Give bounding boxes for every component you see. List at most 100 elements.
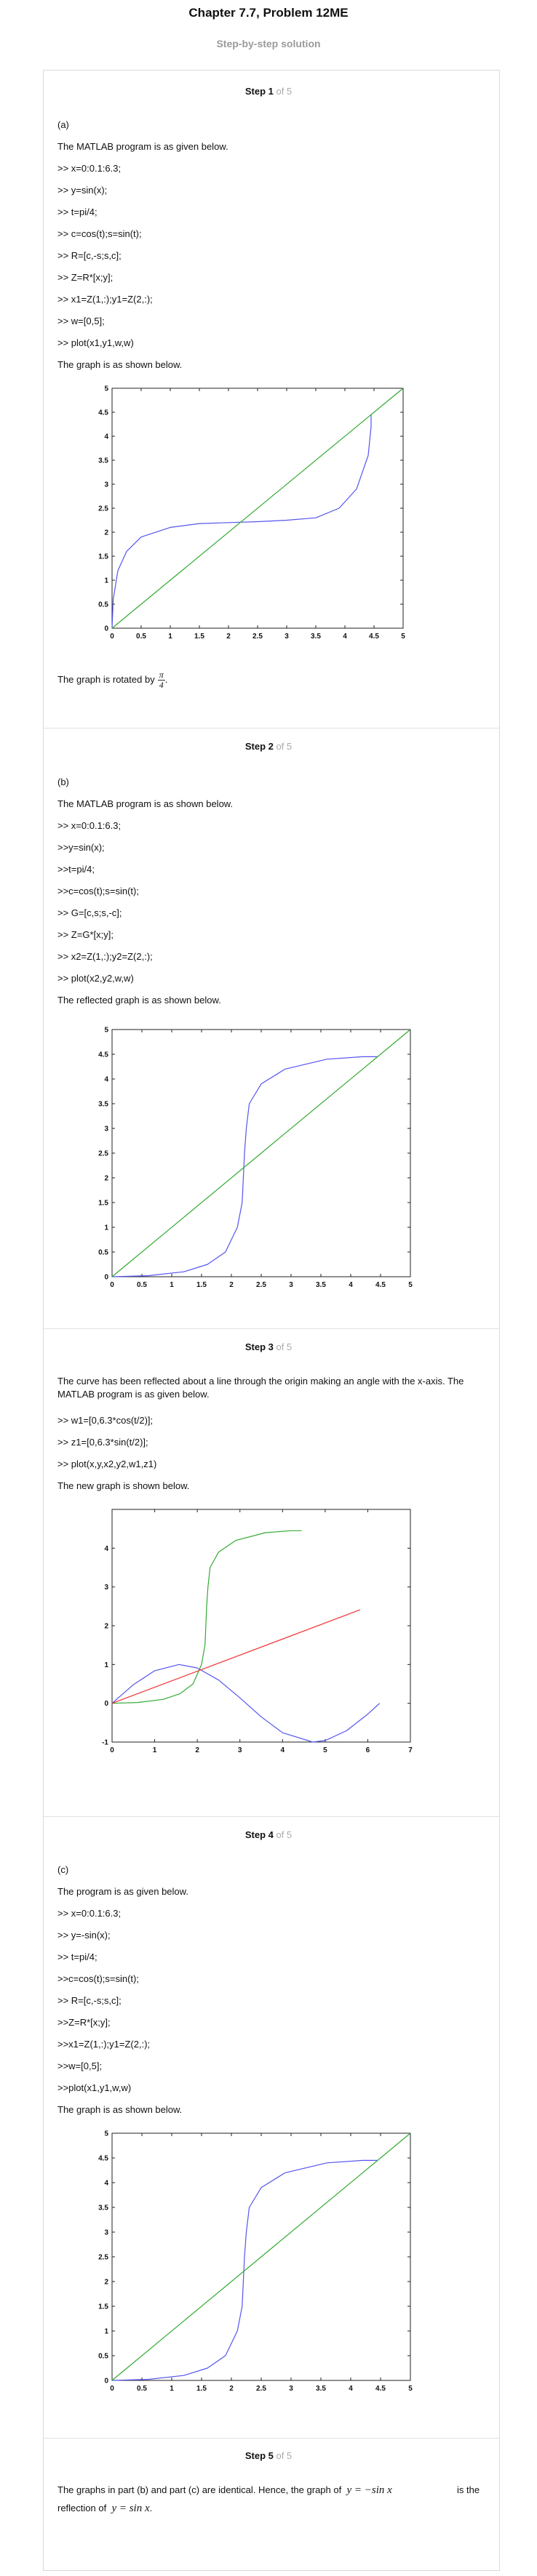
- step-2-line: >> Z=G*[x;y];: [57, 929, 114, 940]
- x-tick-label: 2: [229, 2385, 234, 2393]
- step-5-conclusion-line-2: reflection of y = sin x.: [57, 2503, 153, 2514]
- x-tick-label: 1.5: [194, 633, 204, 641]
- step-2-line: >>y=sin(x);: [57, 842, 105, 853]
- step-divider: [44, 1328, 499, 1329]
- series-line-1: [111, 1056, 378, 1277]
- page-subtitle: Step-by-step solution: [216, 38, 321, 49]
- y-tick-label: 0: [104, 1700, 108, 1708]
- x-tick-label: 1: [153, 1746, 157, 1754]
- solution-frame: [43, 70, 500, 2571]
- y-tick-label: 1: [104, 577, 108, 585]
- step-3-line: >> z1=[0,6.3*sin(t/2)];: [57, 1437, 148, 1448]
- y-tick-label: 0.5: [98, 2353, 108, 2361]
- x-tick-label: 1: [168, 633, 172, 641]
- x-tick-label: 3.5: [316, 2385, 326, 2393]
- x-tick-label: 1.5: [196, 2385, 207, 2393]
- x-tick-label: 4.5: [375, 2385, 386, 2393]
- x-tick-label: 0.5: [137, 2385, 147, 2393]
- step-1-line: >> y=sin(x);: [57, 185, 108, 196]
- y-tick-label: 2: [104, 2279, 108, 2287]
- y-tick-label: 2.5: [98, 2254, 108, 2262]
- y-tick-label: 1.5: [98, 2303, 108, 2311]
- series-line-2: [111, 1029, 411, 1277]
- x-tick-label: 0: [110, 2385, 114, 2393]
- y-tick-label: 3: [104, 1126, 108, 1133]
- step-divider: [44, 1816, 499, 1817]
- x-tick-label: 3: [289, 2385, 293, 2393]
- x-tick-label: 0.5: [136, 633, 146, 641]
- step-5-header: Step 5 of 5: [244, 2450, 293, 2461]
- step-4-graph: 0 0.5 1 1.5 2 2.5 3 3.5 4 4.5 5 0 0.5 1 1.5 2 2.5 3 3.5 4 4.…: [98, 2130, 413, 2394]
- step-1-line: >> Z=R*[x;y];: [57, 272, 114, 283]
- step-1-line: >> plot(x1,y1,w,w): [57, 337, 134, 348]
- x-tick-label: 2: [226, 633, 231, 641]
- y-tick-label: 5: [104, 385, 108, 393]
- y-tick-label: 4: [104, 1545, 108, 1553]
- y-tick-label: 2.5: [98, 505, 108, 513]
- step-2-line: (b): [57, 777, 69, 787]
- y-tick-label: 1: [104, 2328, 108, 2336]
- x-tick-label: 4: [281, 1746, 285, 1754]
- y-tick-label: 2: [104, 1623, 108, 1631]
- x-tick-label: 0.5: [137, 1281, 147, 1289]
- step-3-line: The curve has been reflected about a lin…: [57, 1376, 464, 1400]
- step-1-line: >> w=[0,5];: [57, 316, 105, 326]
- step-4-line: >> R=[c,-s;s,c];: [57, 1995, 122, 2006]
- x-tick-label: 4: [343, 633, 347, 641]
- step-divider: [44, 728, 499, 729]
- step-3-header: Step 3 of 5: [244, 1341, 293, 1352]
- y-tick-label: 1: [104, 1661, 108, 1669]
- x-tick-label: 0: [110, 633, 114, 641]
- step-2-line: The reflected graph is as shown below.: [57, 995, 221, 1006]
- page-title: Chapter 7.7, Problem 12ME: [188, 6, 349, 20]
- x-tick-label: 3: [238, 1746, 242, 1754]
- y-tick-label: -1: [102, 1739, 108, 1747]
- step-4-line: >> y=-sin(x);: [57, 1930, 111, 1941]
- y-tick-label: 5: [104, 2130, 108, 2138]
- x-tick-label: 4: [349, 1281, 353, 1289]
- y-tick-label: 3.5: [98, 457, 108, 465]
- x-tick-label: 3.5: [311, 633, 321, 641]
- x-tick-label: 2.5: [256, 2385, 266, 2393]
- y-tick-label: 3: [104, 481, 108, 489]
- step-2-header: Step 2 of 5: [244, 741, 293, 752]
- step-2-line: >> plot(x2,y2,w,w): [57, 973, 134, 984]
- y-tick-label: 3.5: [98, 2204, 108, 2212]
- series-line-1: [111, 1664, 381, 1743]
- y-tick-label: 2: [104, 1175, 108, 1183]
- x-tick-label: 0: [110, 1746, 114, 1754]
- x-tick-label: 6: [366, 1746, 370, 1754]
- series-line-1: [111, 2159, 378, 2381]
- x-tick-label: 4.5: [369, 633, 379, 641]
- plot-axes-box: [111, 1509, 411, 1743]
- x-tick-label: 5: [401, 633, 405, 641]
- series-line-1: [111, 414, 372, 629]
- x-tick-label: 3: [289, 1281, 293, 1289]
- step-2-graph: 0 0.5 1 1.5 2 2.5 3 3.5 4 4.5 5 0 0.5 1 1.5 2 2.5 3 3.5 4 4.…: [98, 1027, 413, 1290]
- step-2-line: >> x2=Z(1,:);y2=Z(2,:);: [57, 951, 153, 962]
- step-4-line: >>Z=R*[x;y];: [57, 2017, 111, 2028]
- y-tick-label: 3.5: [98, 1101, 108, 1109]
- x-tick-label: 5: [323, 1746, 327, 1754]
- x-tick-label: 1: [170, 1281, 174, 1289]
- step-1-line: >> c=cos(t);s=sin(t);: [57, 228, 142, 239]
- step-4-line: >> x=0:0.1:6.3;: [57, 1908, 122, 1919]
- step-3-line: >> w1=[0,6.3*cos(t/2)];: [57, 1415, 154, 1426]
- step-1-line: >> x1=Z(1,:);y1=Z(2,:);: [57, 294, 153, 305]
- step-2-line: >> G=[c,s;s,-c];: [57, 907, 122, 918]
- step-1-header: Step 1 of 5: [244, 86, 293, 97]
- step-4-line: >>c=cos(t);s=sin(t);: [57, 1973, 139, 1984]
- y-tick-label: 4: [104, 433, 108, 441]
- step-4-line: >>plot(x1,y1,w,w): [57, 2082, 132, 2093]
- y-tick-label: 3: [104, 1584, 108, 1592]
- y-tick-label: 4.5: [98, 1051, 108, 1059]
- x-tick-label: 2.5: [252, 633, 263, 641]
- step-2-line: >>c=cos(t);s=sin(t);: [57, 886, 139, 896]
- step-4-line: >>w=[0,5];: [57, 2061, 103, 2071]
- y-tick-label: 4.5: [98, 409, 108, 417]
- step-4-line: >> t=pi/4;: [57, 1951, 98, 1962]
- series-line-2: [111, 388, 404, 629]
- x-tick-label: 1: [170, 2385, 174, 2393]
